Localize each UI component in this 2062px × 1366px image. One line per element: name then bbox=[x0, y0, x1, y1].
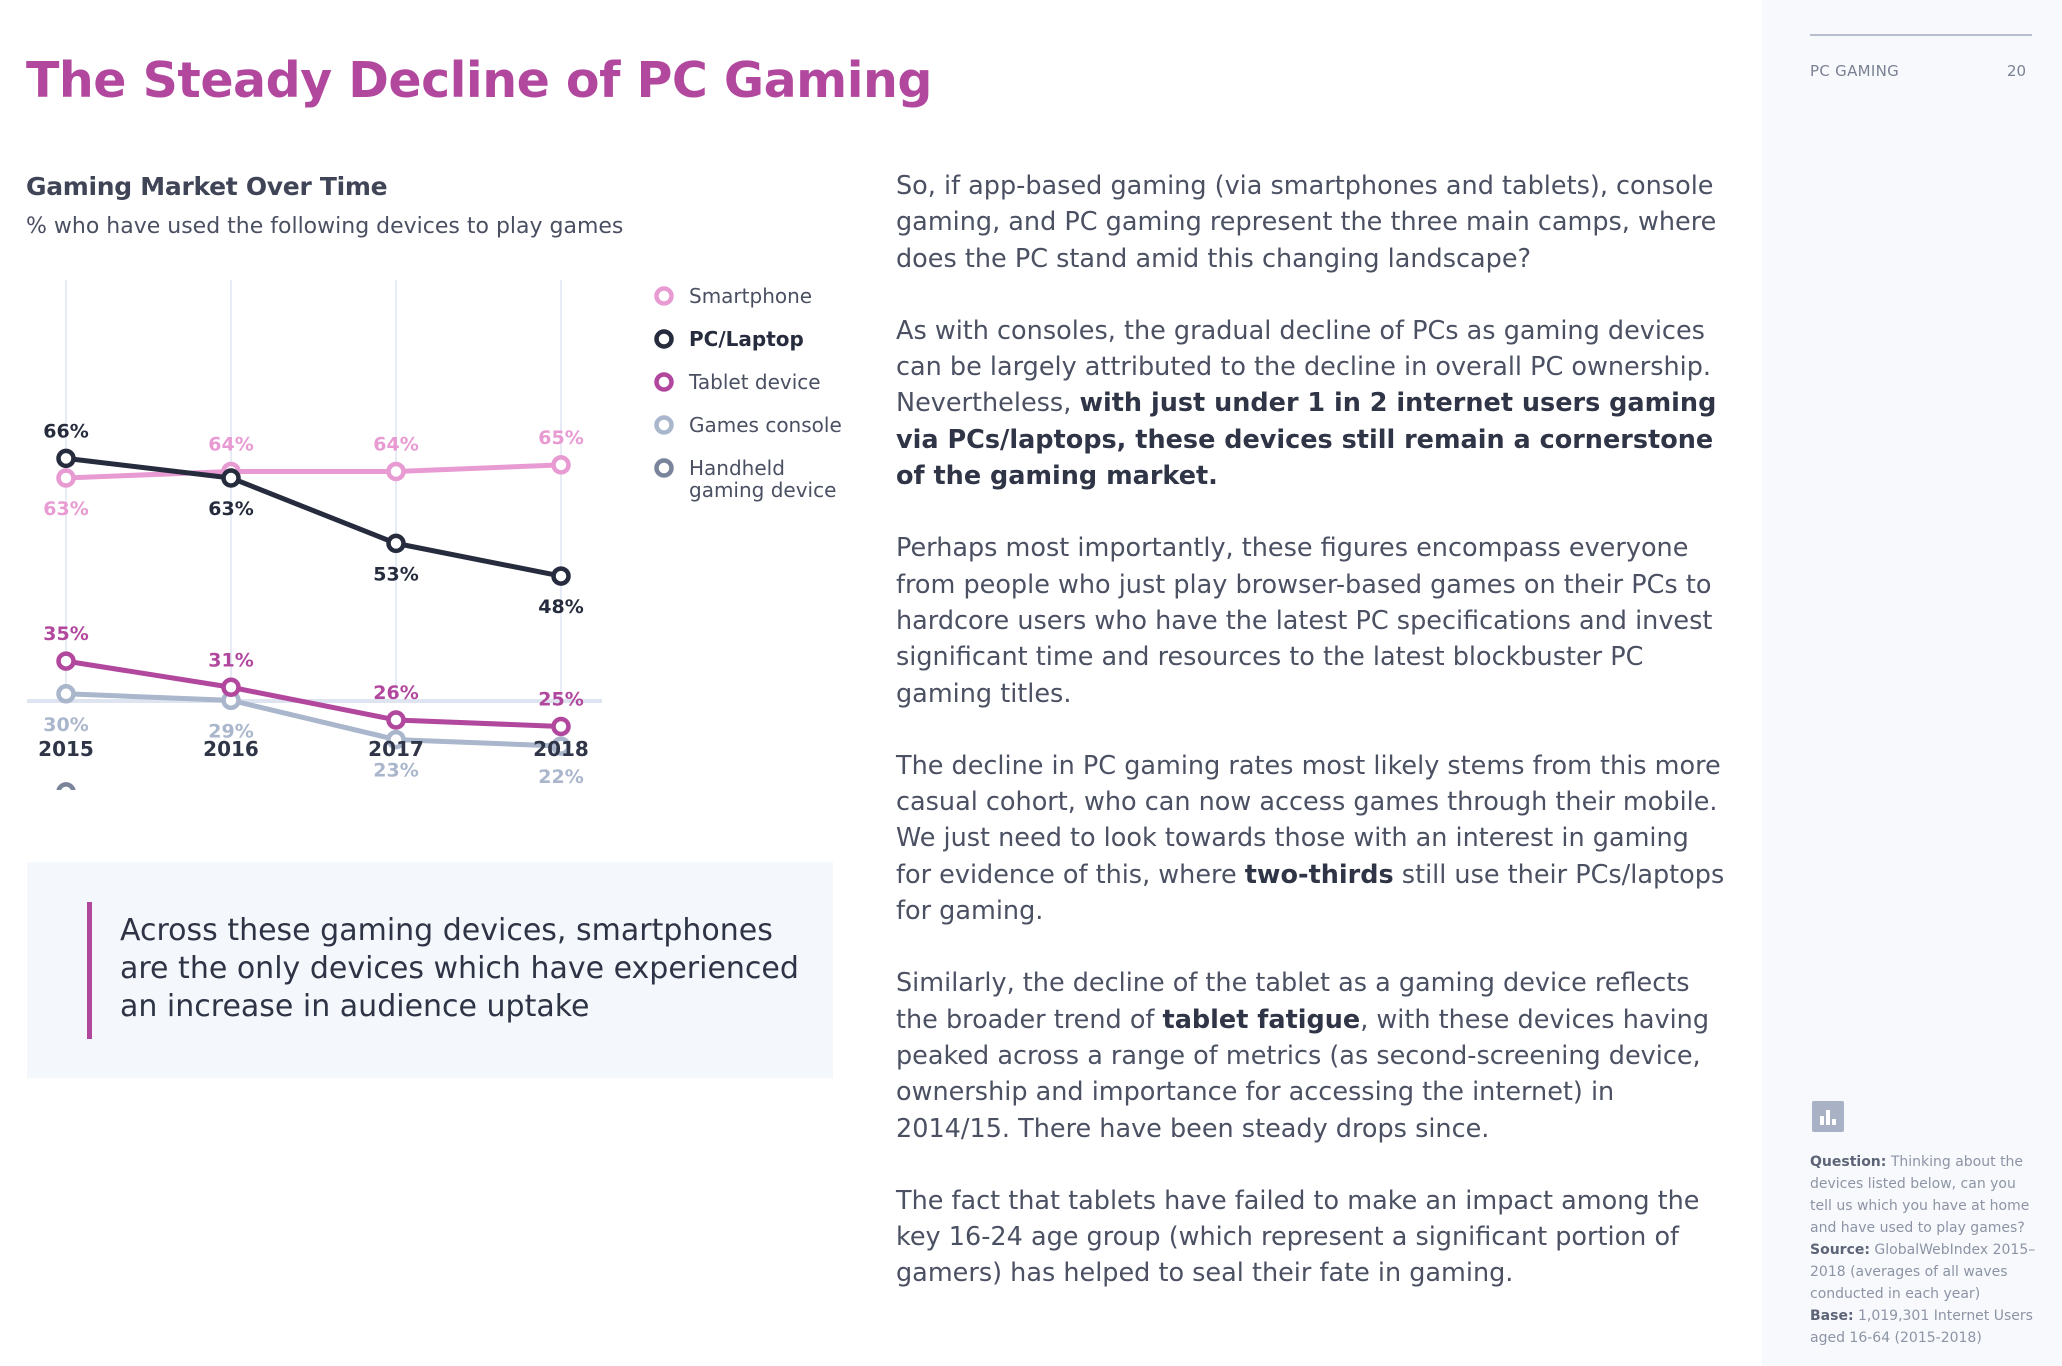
source-label: Source: bbox=[1810, 1242, 1870, 1258]
data-point bbox=[221, 468, 241, 488]
data-label: 48% bbox=[538, 596, 583, 618]
question-label: Question: bbox=[1810, 1154, 1887, 1170]
data-label: 63% bbox=[43, 498, 88, 520]
line-chart: 15%13%10%9%30%29%23%22%35%31%26%25%63%64… bbox=[27, 280, 842, 790]
data-label: 63% bbox=[208, 498, 253, 520]
question-text: Thinking about the devices listed below,… bbox=[1810, 1154, 2030, 1236]
data-label: 29% bbox=[208, 720, 253, 742]
legend-marker bbox=[654, 415, 674, 435]
body-text: So, if app-based gaming (via smartphones… bbox=[896, 168, 1726, 1328]
chart-title: Gaming Market Over Time bbox=[26, 172, 388, 201]
data-point bbox=[386, 710, 406, 730]
base-label: Base: bbox=[1810, 1308, 1854, 1324]
legend-marker bbox=[654, 286, 674, 306]
series-line bbox=[65, 691, 562, 749]
data-label: 66% bbox=[43, 420, 88, 442]
data-label: 65% bbox=[538, 427, 583, 449]
sidebar: PC GAMING 20 Question: Thinking about th… bbox=[1762, 0, 2062, 1366]
legend-label: Tablet device bbox=[688, 370, 821, 394]
legend-marker bbox=[654, 329, 674, 349]
callout-box: Across these gaming devices, smartphones… bbox=[27, 862, 833, 1078]
body-paragraph: So, if app-based gaming (via smartphones… bbox=[896, 171, 1717, 274]
data-point bbox=[386, 533, 406, 554]
x-tick-label: 2018 bbox=[533, 737, 589, 761]
data-label: 64% bbox=[373, 433, 418, 455]
body-paragraph: The fact that tablets have failed to mak… bbox=[896, 1185, 1700, 1289]
source-text: GlobalWebIndex 2015–2018 (averages of al… bbox=[1810, 1242, 2036, 1302]
data-point bbox=[386, 461, 406, 482]
legend-label: Games console bbox=[689, 413, 842, 437]
source-notes: Question: Thinking about the devices lis… bbox=[1810, 1151, 2040, 1349]
x-tick-label: 2016 bbox=[203, 737, 259, 761]
data-label: 53% bbox=[373, 563, 418, 585]
data-point bbox=[56, 684, 76, 704]
data-label: 23% bbox=[373, 760, 418, 782]
body-paragraph: As with consoles, the gradual decline of… bbox=[896, 315, 1717, 492]
section-label: PC GAMING bbox=[1810, 62, 1900, 80]
data-point bbox=[56, 468, 76, 488]
data-point bbox=[221, 677, 241, 698]
callout-accent-bar bbox=[87, 902, 92, 1039]
legend-label: Handheld gaming device bbox=[689, 456, 836, 502]
data-point bbox=[551, 455, 571, 475]
legend-label: PC/Laptop bbox=[689, 327, 804, 351]
series-line bbox=[65, 658, 562, 729]
legend-marker bbox=[654, 458, 674, 478]
data-point bbox=[386, 729, 406, 750]
body-paragraph: The decline in PC gaming rates most like… bbox=[896, 750, 1725, 927]
data-point bbox=[551, 716, 571, 737]
data-label: 31% bbox=[208, 649, 253, 671]
legend-label: Smartphone bbox=[689, 284, 812, 308]
data-label: 26% bbox=[373, 682, 418, 704]
page-title: The Steady Decline of PC Gaming bbox=[26, 52, 932, 109]
x-tick-label: 2015 bbox=[38, 737, 94, 761]
data-point bbox=[56, 782, 76, 790]
data-label: 30% bbox=[43, 714, 88, 736]
bar-chart-icon bbox=[1812, 1101, 1844, 1132]
data-label: 25% bbox=[538, 689, 583, 711]
body-emphasis: tablet fatigue bbox=[1162, 1004, 1361, 1035]
body-paragraph: Perhaps most importantly, these figures … bbox=[896, 533, 1713, 709]
data-label: 22% bbox=[538, 766, 583, 788]
data-point bbox=[551, 566, 571, 586]
body-emphasis: with just under 1 in 2 internet users ga… bbox=[896, 388, 1717, 492]
data-label: 35% bbox=[43, 623, 88, 645]
series-line bbox=[65, 455, 562, 579]
data-point bbox=[551, 736, 571, 756]
legend-marker bbox=[654, 372, 674, 392]
chart-subtitle: % who have used the following devices to… bbox=[26, 214, 624, 239]
x-tick-label: 2017 bbox=[368, 737, 424, 761]
body-paragraph: Similarly, the decline of the tablet as … bbox=[896, 968, 1710, 1144]
data-point bbox=[56, 448, 76, 469]
data-label: 64% bbox=[208, 433, 253, 455]
data-point bbox=[56, 651, 76, 671]
body-emphasis: two-thirds bbox=[1244, 859, 1394, 890]
sidebar-divider bbox=[1810, 34, 2032, 36]
base-text: 1,019,301 Internet Users aged 16-64 (201… bbox=[1810, 1308, 2033, 1346]
series-line bbox=[65, 462, 562, 481]
page-number: 20 bbox=[2007, 62, 2027, 80]
callout-text: Across these gaming devices, smartphones… bbox=[120, 913, 799, 1024]
